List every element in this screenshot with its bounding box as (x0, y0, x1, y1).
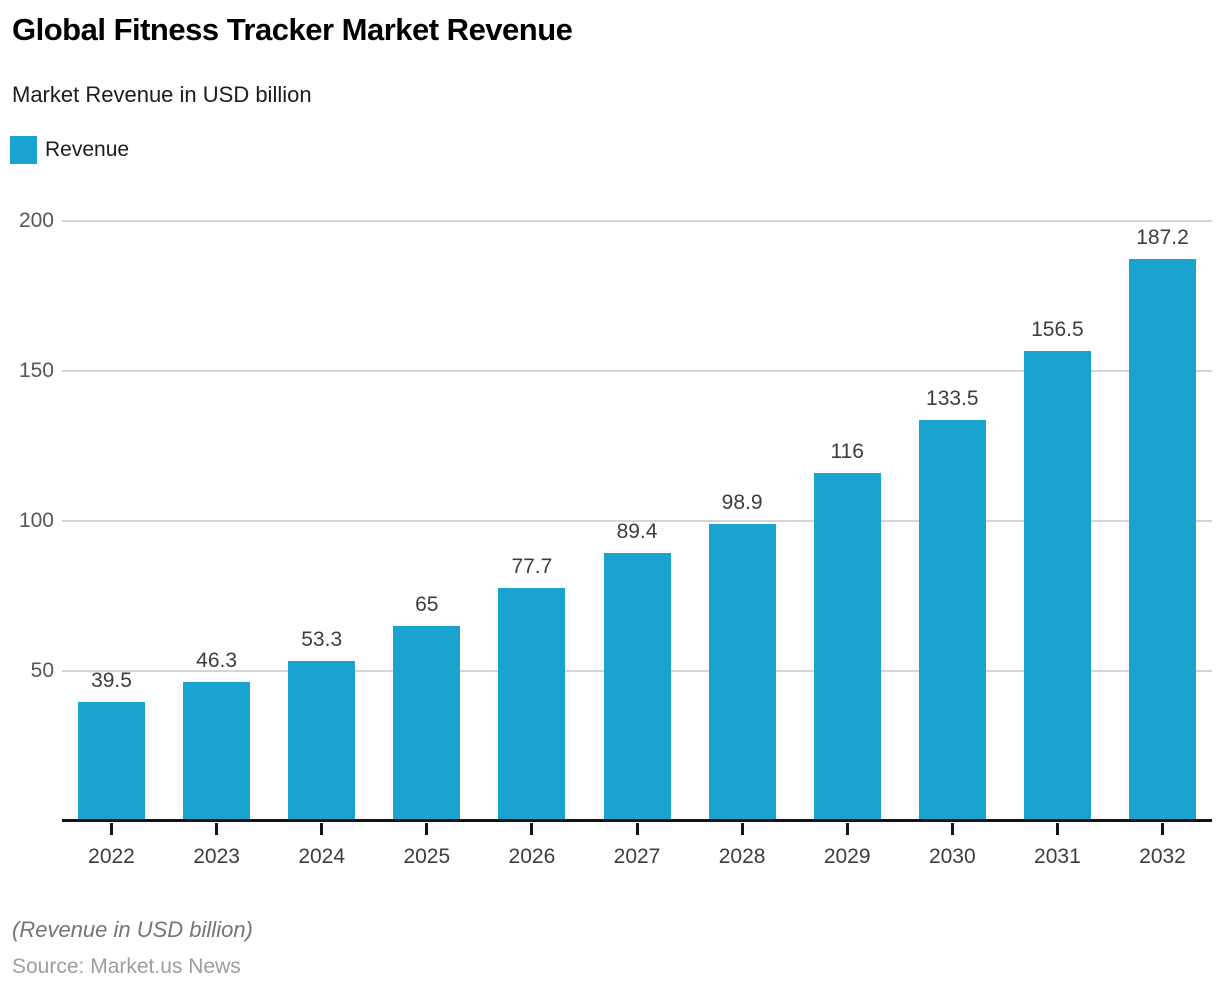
x-axis-tick-label: 2029 (823, 845, 871, 868)
chart-source: Source: Market.us News (12, 955, 241, 978)
bar (393, 626, 461, 821)
bar (813, 473, 881, 821)
x-axis-tick (845, 823, 849, 835)
bar (918, 420, 986, 821)
x-axis-tick (635, 823, 639, 835)
legend-label: Revenue (45, 138, 130, 161)
x-axis-tick-label: 2022 (88, 845, 135, 868)
x-axis-tick (215, 823, 219, 835)
bar (1129, 259, 1196, 821)
gridline (62, 520, 1212, 522)
x-axis-tick (1055, 823, 1059, 835)
bar-value-label: 65 (415, 593, 439, 616)
x-axis-tick (740, 823, 744, 835)
y-axis-tick-label: 150 (18, 359, 54, 382)
y-axis-tick-label: 50 (30, 659, 54, 682)
x-axis-tick-label: 2023 (193, 845, 240, 868)
bar-value-label: 89.4 (616, 520, 658, 543)
bar (183, 682, 251, 821)
x-axis-tick (320, 823, 324, 835)
bar-value-label: 53.3 (301, 628, 343, 651)
bar (288, 661, 356, 821)
bar (498, 588, 566, 821)
chart-subtitle: Market Revenue in USD billion (12, 82, 312, 107)
bar (78, 702, 145, 821)
bar (1023, 351, 1091, 821)
bar (603, 553, 671, 821)
x-axis-tick-label: 2030 (928, 845, 976, 868)
x-axis-tick (1161, 823, 1164, 835)
bar-value-label: 187.2 (1136, 226, 1189, 249)
x-axis-tick-label: 2026 (508, 845, 556, 868)
x-axis-tick (425, 823, 429, 835)
bar-value-label: 98.9 (721, 491, 763, 514)
x-axis-tick-label: 2028 (718, 845, 766, 868)
x-axis-line (62, 819, 1212, 822)
x-axis-tick-label: 2027 (613, 845, 661, 868)
x-axis-tick-label: 2031 (1034, 845, 1081, 868)
bar-value-label: 46.3 (196, 649, 238, 672)
x-axis-tick-label: 2025 (403, 845, 451, 868)
legend-swatch-icon (10, 136, 37, 164)
y-axis-tick-label: 100 (18, 509, 54, 532)
y-axis-tick-label: 200 (18, 209, 54, 232)
page-title: Global Fitness Tracker Market Revenue (12, 12, 573, 47)
bar-value-label: 156.5 (1031, 318, 1084, 341)
x-axis-tick (110, 823, 113, 835)
bar-value-label: 39.5 (91, 669, 132, 692)
bar (708, 524, 776, 821)
x-axis-tick-label: 2032 (1139, 845, 1186, 868)
legend: Revenue (10, 136, 129, 164)
bar-value-label: 77.7 (511, 555, 553, 578)
chart-footnote: (Revenue in USD billion) (12, 917, 253, 942)
gridline (62, 220, 1212, 222)
bar-value-label: 116 (830, 440, 864, 463)
x-axis-tick-label: 2024 (298, 845, 346, 868)
x-axis-tick (530, 823, 534, 835)
x-axis-tick (950, 823, 954, 835)
bar-value-label: 133.5 (926, 387, 979, 410)
gridline (62, 370, 1212, 372)
